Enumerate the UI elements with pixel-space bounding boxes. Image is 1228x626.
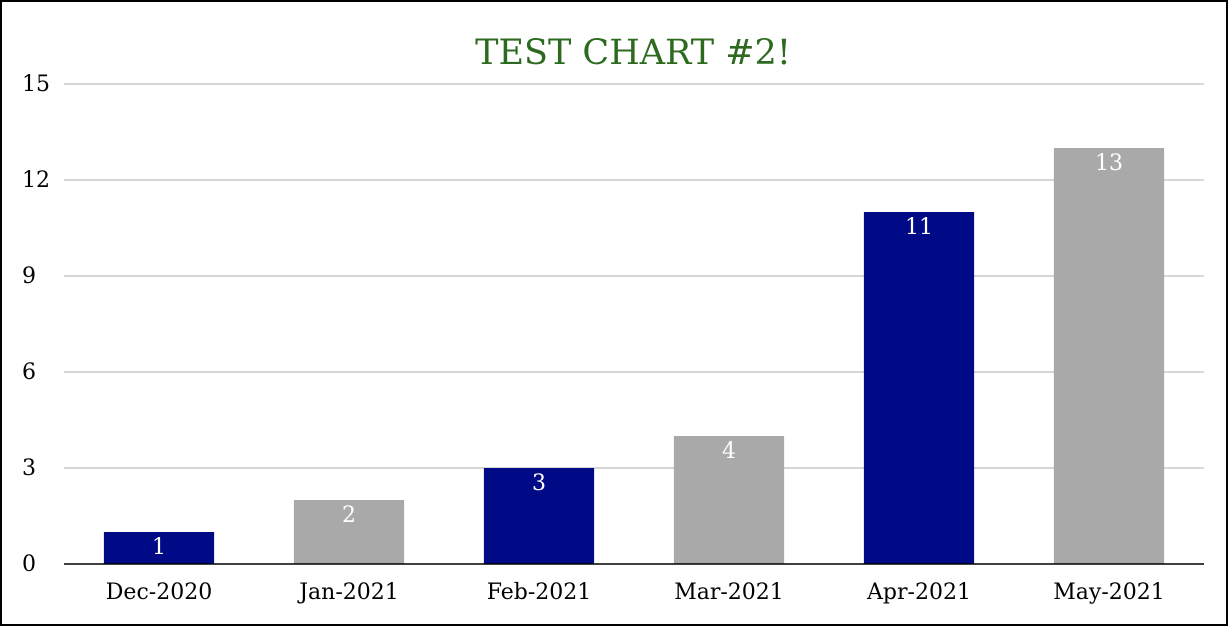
bar bbox=[103, 532, 215, 564]
bar bbox=[483, 468, 595, 564]
x-tick-label: Apr-2021 bbox=[866, 580, 971, 605]
data-label: 11 bbox=[905, 215, 933, 240]
y-tick-label: 9 bbox=[22, 264, 36, 289]
data-label: 1 bbox=[152, 535, 166, 560]
data-labels: 1 2 3 4 11 13 bbox=[152, 151, 1123, 560]
data-label: 2 bbox=[342, 503, 356, 528]
y-tick-label: 12 bbox=[22, 168, 50, 193]
x-tick-label: Jan-2021 bbox=[297, 580, 399, 605]
x-axis-ticks: Dec-2020 Jan-2021 Feb-2021 Mar-2021 Apr-2021… bbox=[106, 580, 1165, 605]
chart-title: TEST CHART #2! bbox=[475, 33, 791, 73]
bars bbox=[103, 148, 1165, 564]
x-tick-label: Feb-2021 bbox=[487, 580, 592, 605]
gridlines bbox=[64, 83, 1204, 469]
y-tick-label: 6 bbox=[22, 360, 36, 385]
data-label: 13 bbox=[1095, 151, 1123, 176]
y-tick-label: 3 bbox=[22, 456, 36, 481]
data-label: 4 bbox=[722, 439, 736, 464]
x-tick-label: May-2021 bbox=[1053, 580, 1165, 605]
x-tick-label: Dec-2020 bbox=[106, 580, 212, 605]
y-tick-label: 15 bbox=[22, 72, 50, 97]
x-tick-label: Mar-2021 bbox=[674, 580, 784, 605]
data-label: 3 bbox=[532, 471, 546, 496]
y-axis-ticks: 0 3 6 9 12 15 bbox=[22, 72, 50, 577]
bar bbox=[863, 212, 975, 564]
bar bbox=[673, 436, 785, 564]
y-tick-label: 0 bbox=[22, 552, 36, 577]
bar bbox=[293, 500, 405, 564]
bar bbox=[1053, 148, 1165, 564]
